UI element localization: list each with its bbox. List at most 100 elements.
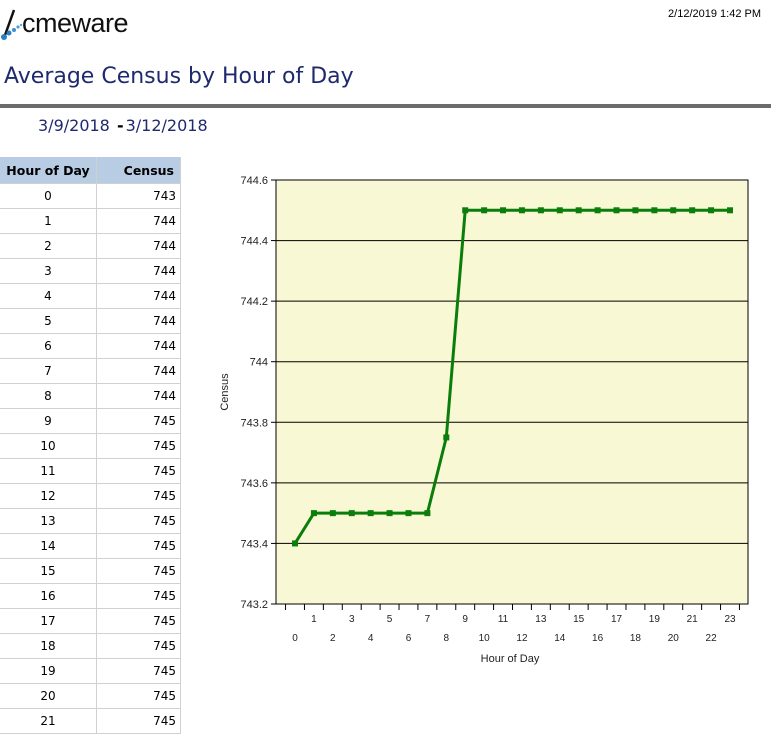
y-tick-label: 743.2	[240, 599, 268, 611]
data-point-marker	[689, 207, 696, 214]
cell-census: 745	[96, 533, 181, 559]
x-tick-label: 23	[724, 614, 736, 625]
data-point-marker	[310, 510, 317, 517]
table-row: 15 745	[0, 558, 181, 584]
x-tick-label: 4	[368, 633, 374, 644]
x-tick-label: 2	[330, 633, 336, 644]
table-row: 5 744	[0, 308, 181, 334]
data-point-marker	[632, 207, 639, 214]
data-point-marker	[405, 510, 412, 517]
data-point-marker	[443, 434, 450, 441]
cell-census: 745	[96, 608, 181, 634]
x-tick-label: 14	[554, 633, 566, 644]
table-row: 10 745	[0, 433, 181, 459]
cell-hour: 21	[0, 708, 97, 734]
x-tick-label: 8	[444, 633, 450, 644]
x-tick-label: 15	[573, 614, 585, 625]
cell-census: 745	[96, 508, 181, 534]
x-tick-label: 20	[668, 633, 680, 644]
cell-hour: 4	[0, 283, 97, 309]
x-tick-label: 9	[462, 614, 468, 625]
x-axis-title: Hour of Day	[481, 653, 540, 665]
cell-census: 744	[96, 283, 181, 309]
cell-hour: 10	[0, 433, 97, 459]
table-row: 19 745	[0, 658, 181, 684]
x-tick-label: 10	[479, 633, 491, 644]
table-row: 9 745	[0, 408, 181, 434]
logo-text: cmeware	[22, 8, 129, 38]
data-point-marker	[367, 510, 374, 517]
x-tick-label: 12	[516, 633, 528, 644]
data-point-marker	[613, 207, 620, 214]
y-tick-label: 743.8	[240, 417, 268, 429]
data-point-marker	[594, 207, 601, 214]
table-row: 7 744	[0, 358, 181, 384]
x-tick-label: 6	[406, 633, 412, 644]
data-point-marker	[329, 510, 336, 517]
column-header-census: Census	[96, 157, 181, 184]
cell-hour: 5	[0, 308, 97, 334]
data-point-marker	[651, 207, 658, 214]
y-tick-label: 744	[250, 357, 268, 369]
table-row: 4 744	[0, 283, 181, 309]
x-tick-label: 1	[311, 614, 317, 625]
data-point-marker	[670, 207, 677, 214]
x-tick-label: 0	[292, 633, 298, 644]
cell-hour: 2	[0, 233, 97, 259]
cell-hour: 19	[0, 658, 97, 684]
cell-census: 744	[96, 233, 181, 259]
cell-census: 745	[96, 683, 181, 709]
report-timestamp: 2/12/2019 1:42 PM	[668, 8, 761, 20]
cell-census: 745	[96, 583, 181, 609]
table-row: 1 744	[0, 208, 181, 234]
x-tick-label: 5	[387, 614, 393, 625]
data-point-marker	[462, 207, 469, 214]
census-line-chart: 743.2 743.4 743.6 743.8 744 744.2 744.4 744.6 0 1…	[200, 170, 771, 670]
data-point-marker	[292, 540, 298, 547]
data-point-marker	[708, 207, 715, 214]
cell-hour: 13	[0, 508, 97, 534]
cell-hour: 14	[0, 533, 97, 559]
table-row: 3 744	[0, 258, 181, 284]
cell-hour: 6	[0, 333, 97, 359]
table-row: 17 745	[0, 608, 181, 634]
table-row: 11 745	[0, 458, 181, 484]
x-tick-label: 16	[592, 633, 604, 644]
x-tick-label: 21	[687, 614, 699, 625]
census-table: Hour of Day Census 0 743 1 744 2 744 3 744 4 744 5…	[0, 157, 181, 734]
date-separator: -	[116, 116, 124, 135]
table-header-row: Hour of Day Census	[0, 157, 181, 184]
cell-census: 745	[96, 458, 181, 484]
cell-hour: 15	[0, 558, 97, 584]
census-series-line	[293, 208, 730, 545]
cell-census: 745	[96, 708, 181, 734]
data-point-marker	[537, 207, 544, 214]
cell-hour: 0	[0, 183, 97, 209]
cell-census: 745	[96, 433, 181, 459]
x-tick-label: 22	[706, 633, 718, 644]
cell-census: 744	[96, 208, 181, 234]
table-row: 12 745	[0, 483, 181, 509]
table-row: 8 744	[0, 383, 181, 409]
plot-area	[275, 179, 749, 605]
title-divider	[0, 104, 771, 108]
date-from: 3/9/2018	[38, 116, 110, 135]
x-tick-label: 11	[498, 614, 509, 625]
cell-census: 744	[96, 258, 181, 284]
data-point-marker	[556, 207, 563, 214]
chart-canvas: 743.2 743.4 743.6 743.8 744 744.2 744.4 744.6 0 1…	[219, 175, 749, 665]
page-title: Average Census by Hour of Day	[4, 64, 354, 89]
x-tick-label: 3	[349, 614, 355, 625]
data-point-marker	[727, 207, 733, 214]
y-tick-label: 744.6	[240, 175, 268, 187]
cell-hour: 20	[0, 683, 97, 709]
cell-hour: 7	[0, 358, 97, 384]
table-row: 6 744	[0, 333, 181, 359]
cell-hour: 18	[0, 633, 97, 659]
x-tick-label: 18	[630, 633, 642, 644]
acmeware-logo: cmeware	[0, 4, 160, 44]
logo-swoosh-icon	[1, 9, 23, 40]
y-tick-label: 744.2	[240, 296, 268, 308]
table-row: 21 745	[0, 708, 181, 734]
y-axis-title: Census	[219, 373, 231, 411]
